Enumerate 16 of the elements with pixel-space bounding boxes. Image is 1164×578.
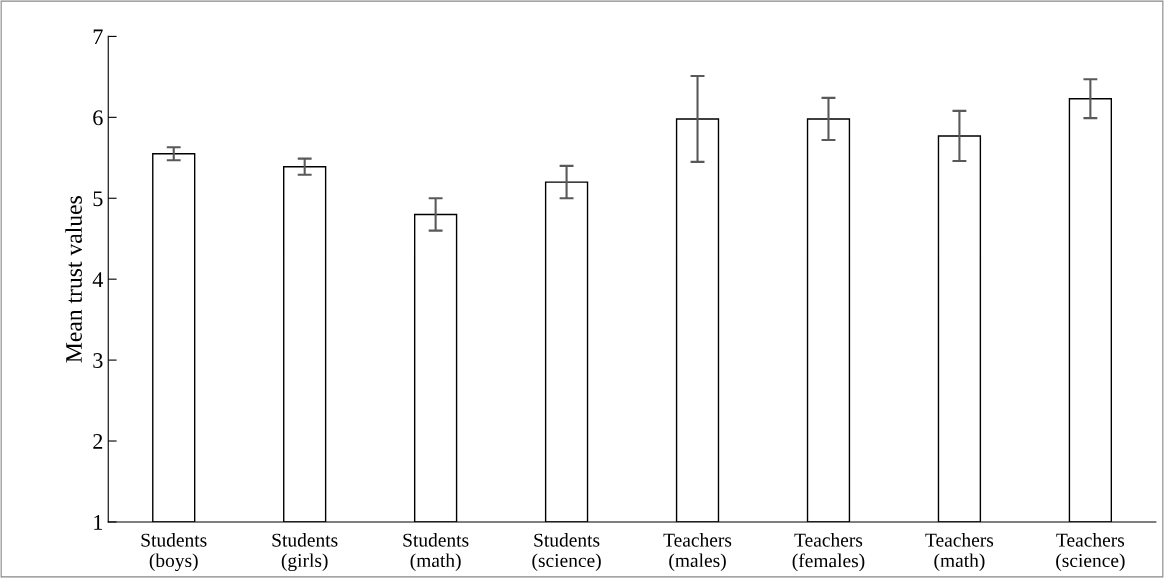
y-tick-label: 7 [93, 29, 103, 45]
x-tick-label: Students (boys) [141, 533, 207, 572]
x-tick-label: Teachers (science) [1056, 533, 1125, 572]
y-axis-title: Mean trust values [65, 196, 82, 363]
x-tick-label: Students (girls) [272, 533, 338, 572]
x-tick-label: Students (science) [532, 533, 601, 572]
y-tick-label: 1 [94, 514, 103, 530]
y-tick-label: 5 [93, 191, 103, 207]
x-tick-label: Teachers (males) [663, 533, 732, 572]
y-tick-label: 2 [93, 434, 103, 449]
y-tick-label: 6 [93, 110, 103, 126]
x-tick-label: Students (math) [403, 533, 469, 572]
x-tick-label: Teachers (math) [925, 533, 994, 572]
y-tick-label: 4 [92, 272, 104, 287]
x-tick-label: Teachers (females) [792, 533, 865, 572]
y-tick-label: 3 [93, 353, 103, 369]
